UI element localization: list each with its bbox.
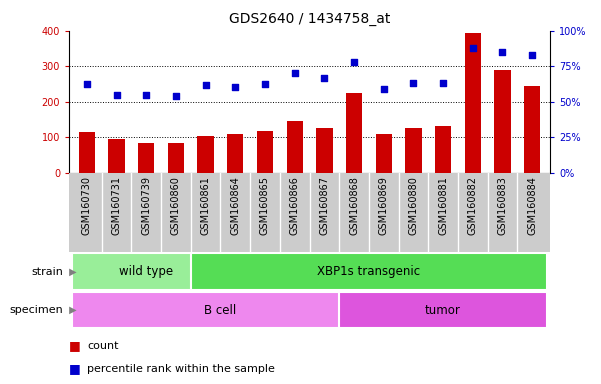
Point	[498, 49, 507, 55]
Bar	[494, 70, 511, 173]
Text: GSM160731: GSM160731	[112, 176, 121, 235]
Bar	[316, 128, 332, 173]
Point	[171, 93, 181, 99]
Point	[349, 59, 359, 65]
Text: ■: ■	[69, 362, 81, 375]
Text: B cell: B cell	[204, 304, 237, 316]
Bar	[227, 134, 243, 173]
Text: GSM160882: GSM160882	[468, 176, 478, 235]
Text: ■: ■	[69, 339, 81, 352]
Text: wild type: wild type	[119, 265, 173, 278]
Text: ▶: ▶	[66, 266, 77, 277]
Text: GSM160884: GSM160884	[527, 176, 537, 235]
Text: GSM160861: GSM160861	[201, 176, 210, 235]
Text: GDS2640 / 1434758_at: GDS2640 / 1434758_at	[229, 12, 390, 25]
Text: GSM160880: GSM160880	[409, 176, 418, 235]
Text: GSM160868: GSM160868	[349, 176, 359, 235]
Bar	[79, 132, 95, 173]
Text: XBP1s transgenic: XBP1s transgenic	[317, 265, 421, 278]
Text: GSM160867: GSM160867	[319, 176, 329, 235]
Text: count: count	[87, 341, 118, 351]
Bar	[465, 33, 481, 173]
Text: GSM160883: GSM160883	[498, 176, 507, 235]
Bar	[524, 86, 540, 173]
Text: specimen: specimen	[10, 305, 63, 315]
Point	[468, 45, 478, 51]
Text: strain: strain	[31, 266, 63, 277]
Point	[201, 82, 210, 88]
Text: tumor: tumor	[425, 304, 461, 316]
Text: GSM160869: GSM160869	[379, 176, 389, 235]
Bar	[376, 134, 392, 173]
Bar	[346, 93, 362, 173]
Bar	[168, 142, 184, 173]
Bar	[72, 253, 221, 290]
Text: GSM160866: GSM160866	[290, 176, 300, 235]
Point	[260, 81, 270, 87]
Point	[112, 91, 121, 98]
Text: GSM160860: GSM160860	[171, 176, 181, 235]
Text: GSM160881: GSM160881	[438, 176, 448, 235]
Point	[438, 80, 448, 86]
Bar	[257, 131, 273, 173]
Bar	[72, 292, 369, 328]
Text: GSM160730: GSM160730	[82, 176, 92, 235]
Bar	[435, 126, 451, 173]
Point	[409, 80, 418, 86]
Bar	[339, 292, 547, 328]
Text: GSM160865: GSM160865	[260, 176, 270, 235]
Point	[527, 52, 537, 58]
Text: GSM160864: GSM160864	[230, 176, 240, 235]
Text: percentile rank within the sample: percentile rank within the sample	[87, 364, 275, 374]
Point	[82, 81, 92, 87]
Bar	[287, 121, 303, 173]
Bar	[138, 142, 154, 173]
Bar	[191, 253, 547, 290]
Point	[320, 74, 329, 81]
Point	[141, 91, 151, 98]
Point	[290, 70, 299, 76]
Bar	[405, 128, 421, 173]
Text: ▶: ▶	[66, 305, 77, 315]
Point	[231, 84, 240, 90]
Bar	[108, 139, 125, 173]
Bar	[198, 136, 214, 173]
Text: GSM160739: GSM160739	[141, 176, 151, 235]
Point	[379, 86, 388, 92]
